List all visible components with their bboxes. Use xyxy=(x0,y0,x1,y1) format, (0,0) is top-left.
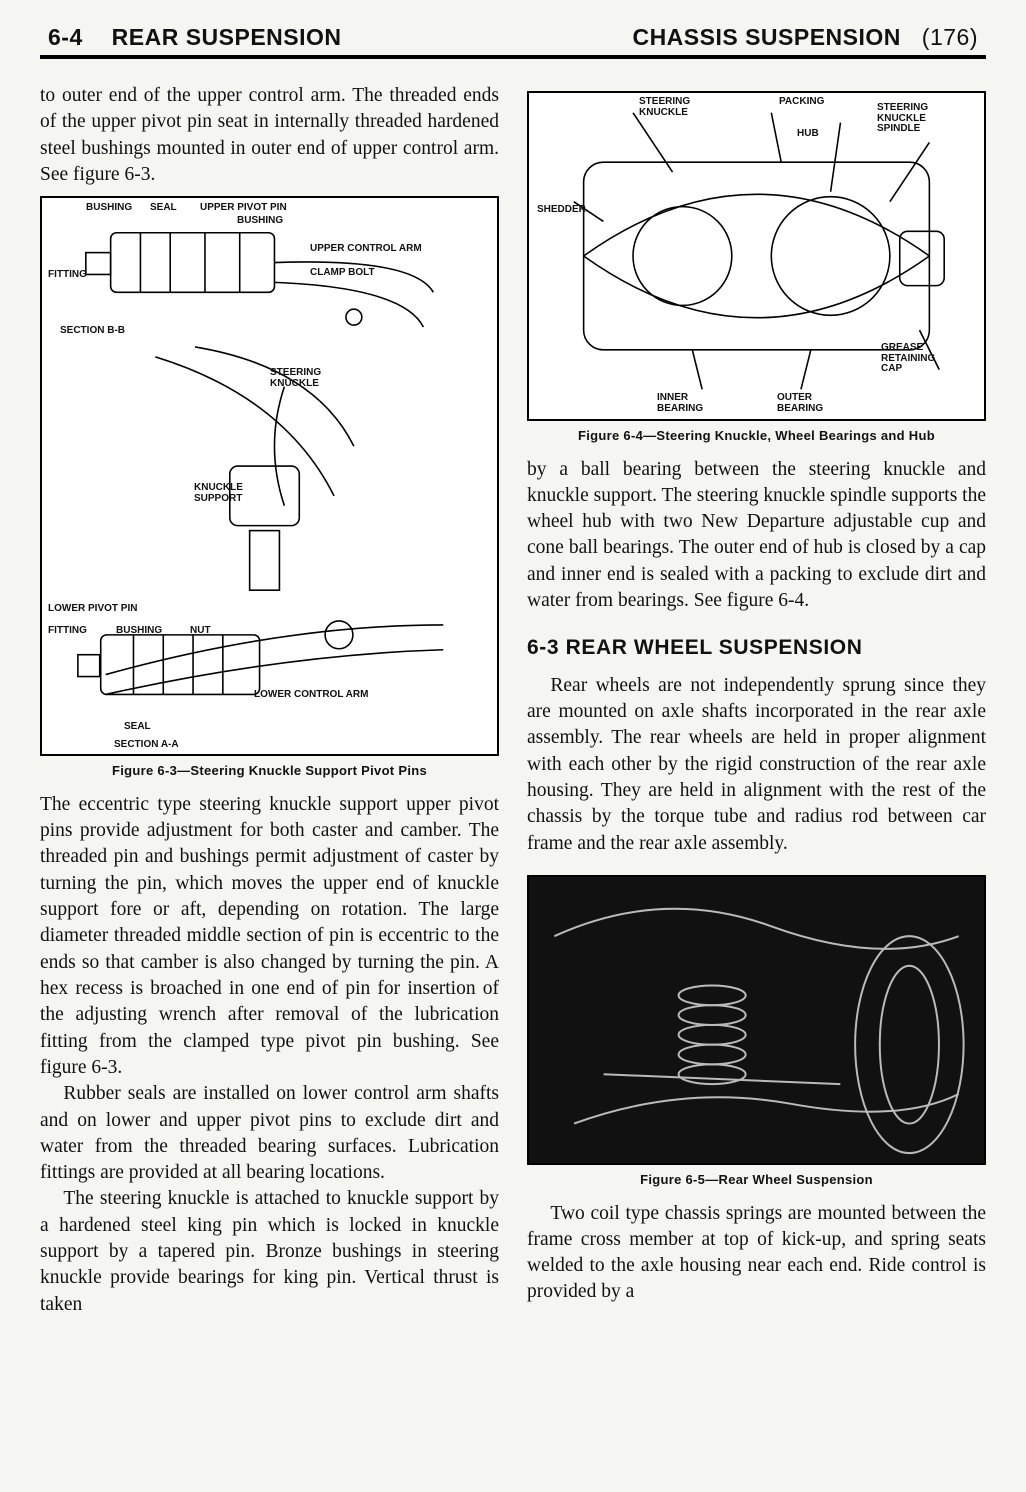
paragraph: Two coil type chassis springs are mounte… xyxy=(527,1201,986,1306)
label-steering-knuckle-spindle: STEERING KNUCKLE SPINDLE xyxy=(877,103,928,135)
paragraph: The steering knuckle is attached to knuc… xyxy=(40,1186,499,1318)
label-fitting: FITTING xyxy=(48,270,87,281)
label-bushing3: BUSHING xyxy=(116,626,162,637)
page-count: (176) xyxy=(922,24,978,50)
label-knuckle-support: KNUCKLE SUPPORT xyxy=(194,483,243,504)
label-fitting2: FITTING xyxy=(48,626,87,637)
section-heading: 6-3 REAR WHEEL SUSPENSION xyxy=(527,634,986,662)
label-seal2: SEAL xyxy=(124,722,151,733)
label-bushing: BUSHING xyxy=(86,203,132,214)
header-right: CHASSIS SUSPENSION (176) xyxy=(632,24,978,51)
label-steering-knuckle: STEERING KNUCKLE xyxy=(639,97,690,118)
paragraph: by a ball bearing between the steering k… xyxy=(527,457,986,615)
label-hub: HUB xyxy=(797,129,819,140)
label-section-bb: SECTION B-B xyxy=(60,326,125,337)
label-inner-bearing: INNER BEARING xyxy=(657,393,703,414)
diagram-linework xyxy=(42,198,497,754)
label-lower-pivot-pin: LOWER PIVOT PIN xyxy=(48,604,137,615)
header-section-right: CHASSIS SUSPENSION xyxy=(632,24,900,50)
header-section-left: REAR SUSPENSION xyxy=(112,24,342,50)
label-seal: SEAL xyxy=(150,203,177,214)
photo-linework xyxy=(529,877,984,1163)
paragraph: Rubber seals are installed on lower cont… xyxy=(40,1081,499,1186)
page-number: 6-4 xyxy=(48,24,83,50)
header-left: 6-4 REAR SUSPENSION xyxy=(48,24,342,51)
label-grease-retaining-cap: GREASE RETAINING CAP xyxy=(881,343,935,375)
label-upper-control-arm: UPPER CONTROL ARM xyxy=(310,244,422,255)
label-nut: NUT xyxy=(190,626,211,637)
figure-6-5 xyxy=(527,875,986,1165)
label-outer-bearing: OUTER BEARING xyxy=(777,393,823,414)
right-column: STEERING KNUCKLE PACKING HUB STEERING KN… xyxy=(527,83,986,1462)
paragraph: to outer end of the upper control arm. T… xyxy=(40,83,499,188)
label-packing: PACKING xyxy=(779,97,824,108)
paragraph: Rear wheels are not independently sprung… xyxy=(527,673,986,857)
left-column: to outer end of the upper control arm. T… xyxy=(40,83,499,1462)
paragraph: The eccentric type steering knuckle supp… xyxy=(40,792,499,1081)
figure-6-4-caption: Figure 6-4—Steering Knuckle, Wheel Beari… xyxy=(527,427,986,445)
figure-6-4: STEERING KNUCKLE PACKING HUB STEERING KN… xyxy=(527,91,986,421)
label-upper-pivot-pin: UPPER PIVOT PIN xyxy=(200,203,287,214)
page: 6-4 REAR SUSPENSION CHASSIS SUSPENSION (… xyxy=(40,24,986,1462)
label-bushing2: BUSHING xyxy=(237,216,283,227)
page-header: 6-4 REAR SUSPENSION CHASSIS SUSPENSION (… xyxy=(40,24,986,59)
columns: to outer end of the upper control arm. T… xyxy=(40,83,986,1462)
label-section-aa: SECTION A-A xyxy=(114,740,179,751)
figure-6-3-caption: Figure 6-3—Steering Knuckle Support Pivo… xyxy=(40,762,499,780)
figure-6-3: BUSHING SEAL UPPER PIVOT PIN BUSHING FIT… xyxy=(40,196,499,756)
figure-6-5-caption: Figure 6-5—Rear Wheel Suspension xyxy=(527,1171,986,1189)
label-lower-control-arm: LOWER CONTROL ARM xyxy=(254,690,368,701)
label-clamp-bolt: CLAMP BOLT xyxy=(310,268,375,279)
label-steering-knuckle: STEERING KNUCKLE xyxy=(270,368,321,389)
label-shedder: SHEDDER xyxy=(537,205,586,216)
